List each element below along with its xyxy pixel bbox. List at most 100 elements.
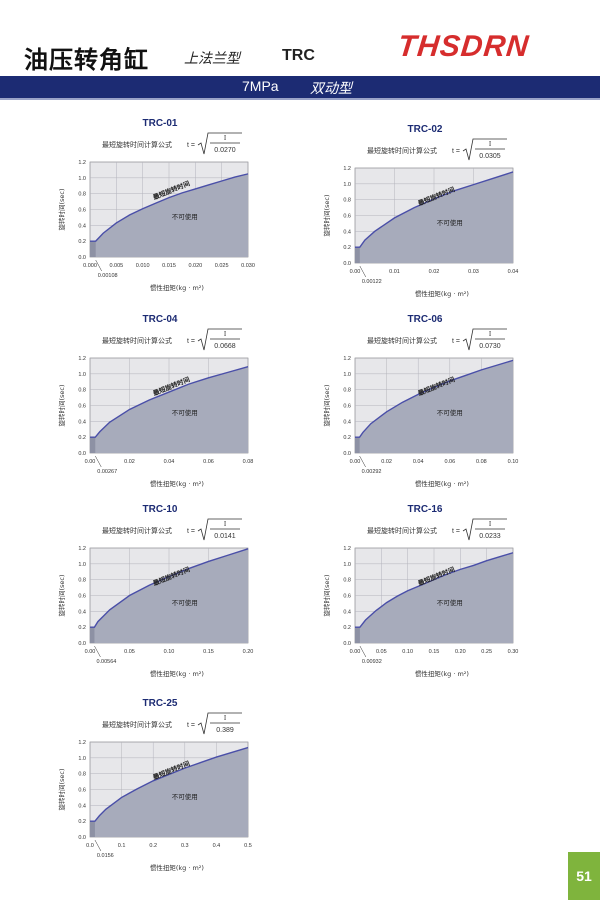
x-tick-label: 0.00 [85,649,96,655]
min-x-label: 0.00564 [96,659,116,665]
chart-title: TRC-02 [407,124,442,135]
y-tick-label: 0.6 [78,594,86,600]
x-axis-label: 惯性扭矩(kg · m²) [150,863,204,872]
unusable-area [90,548,248,643]
x-tick-label: 0.06 [203,459,214,465]
page-subtitle: 上法兰型 [184,51,240,67]
area-label: 不可使用 [437,598,463,607]
formula-label: 最短旋转时间计算公式 [102,140,172,149]
x-tick-label: 0.15 [203,649,214,655]
x-tick-label: 0.3 [181,843,189,849]
action-type-label: 双动型 [310,81,352,97]
y-tick-label: 0.0 [343,261,351,267]
x-tick-label: 0.25 [481,649,492,655]
min-rotation-time-curve [90,548,249,628]
min-inertia-strip [355,247,360,263]
min-x-leader [359,265,367,278]
y-tick-label: 1.2 [343,166,351,172]
formula-label: 最短旋转时间计算公式 [102,720,172,729]
formula-divisor: 0.0730 [479,343,501,350]
min-x-label: 0.00932 [362,659,382,665]
y-tick-label: 0.0 [78,835,86,841]
min-inertia-strip [355,437,360,453]
y-axis-label: 旋转时间(sec) [57,574,66,616]
x-tick-label: 0.005 [109,263,123,269]
formula-label: 最短旋转时间计算公式 [102,526,172,535]
x-tick-label: 0.025 [215,263,229,269]
y-tick-label: 0.4 [78,223,86,229]
pressure-label: 7MPa [242,78,279,94]
y-tick-label: 0.4 [343,419,351,425]
y-tick-label: 0.8 [343,388,351,394]
min-inertia-strip [90,241,96,257]
min-x-label: 0.00108 [98,273,118,279]
chart-svg: TRC-02 最短旋转时间计算公式 t = I 0.0305 0.0 0.2 0.4 0.6 0.… [322,124,518,298]
unusable-area [355,171,513,263]
x-tick-label: 0.04 [413,459,424,465]
y-tick-label: 0.8 [78,578,86,584]
x-tick-label: 0.04 [164,459,175,465]
chart-trc-06: TRC-06 最短旋转时间计算公式 t = I 0.0730 0.0 0.2 0.4 0.6 0.… [315,308,585,493]
min-rotation-time-curve [90,173,249,242]
formula-sqrt-sign [462,138,507,161]
formula-label: 最短旋转时间计算公式 [367,146,437,155]
x-tick-label: 0.02 [124,459,135,465]
x-tick-label: 0.10 [402,649,413,655]
min-x-label: 0.00122 [362,279,382,285]
y-tick-label: 1.0 [343,372,351,378]
formula-divisor: 0.389 [216,727,234,734]
band-underline [0,98,600,100]
y-tick-label: 1.2 [78,160,86,166]
formula-label: 最短旋转时间计算公式 [367,526,437,535]
x-tick-label: 0.10 [164,649,175,655]
y-tick-label: 0.0 [343,641,351,647]
x-axis-label: 惯性扭矩(kg · m²) [150,669,204,678]
y-axis-label: 旋转时间(sec) [57,384,66,426]
chart-trc-01: TRC-01 最短旋转时间计算公式 t = I 0.0270 0.0 0.2 0.4 0.6 0.… [50,112,320,297]
chart-title: TRC-25 [142,698,177,709]
x-tick-label: 0.10 [508,459,519,465]
formula-t: t = [187,142,195,149]
x-tick-label: 0.4 [213,843,221,849]
formula-divisor: 0.0233 [479,533,501,540]
x-tick-label: 0.2 [149,843,157,849]
y-tick-label: 1.2 [78,546,86,552]
min-x-leader [95,259,102,272]
y-tick-label: 0.0 [78,641,86,647]
y-tick-label: 0.6 [343,214,351,220]
y-tick-label: 0.6 [78,404,86,410]
min-rotation-time-curve [90,366,249,438]
y-tick-label: 0.8 [78,772,86,778]
area-label: 不可使用 [437,408,463,417]
x-tick-label: 0.00 [350,649,361,655]
min-x-leader [94,839,102,852]
unusable-area [90,747,248,837]
x-axis-label: 惯性扭矩(kg · m²) [415,479,469,488]
area-label: 不可使用 [437,218,463,227]
x-tick-label: 0.20 [243,649,254,655]
min-x-leader [95,455,102,468]
chart-title: TRC-10 [142,504,177,515]
y-tick-label: 1.0 [78,562,86,568]
x-tick-label: 0.02 [429,269,440,275]
x-tick-label: 0.000 [83,263,97,269]
formula-label: 最短旋转时间计算公式 [367,336,437,345]
y-tick-label: 0.4 [78,419,86,425]
chart-svg: TRC-04 最短旋转时间计算公式 t = I 0.0668 0.0 0.2 0.4 0.6 0.… [57,314,253,488]
formula-t: t = [452,528,460,535]
chart-trc-10: TRC-10 最短旋转时间计算公式 t = I 0.0141 0.0 0.2 0.4 0.6 0.… [50,498,320,683]
formula-sqrt-sign [462,518,507,541]
y-tick-label: 0.6 [78,208,86,214]
y-tick-label: 1.2 [78,356,86,362]
chart-svg: TRC-25 最短旋转时间计算公式 t = I 0.389 0.0 0.2 0.4 0.6 0.8… [57,698,252,872]
formula-t: t = [452,148,460,155]
y-axis-label: 旋转时间(sec) [57,188,66,230]
brand-logo: THSDRN [396,30,531,63]
formula-label: 最短旋转时间计算公式 [102,336,172,345]
x-tick-label: 0.00 [350,459,361,465]
formula-divisor: 0.0270 [214,147,236,154]
formula-sqrt-sign [462,328,507,351]
area-label: 不可使用 [172,792,198,801]
y-tick-label: 0.8 [343,578,351,584]
chart-svg: TRC-01 最短旋转时间计算公式 t = I 0.0270 0.0 0.2 0.4 0.6 0.… [57,118,255,292]
